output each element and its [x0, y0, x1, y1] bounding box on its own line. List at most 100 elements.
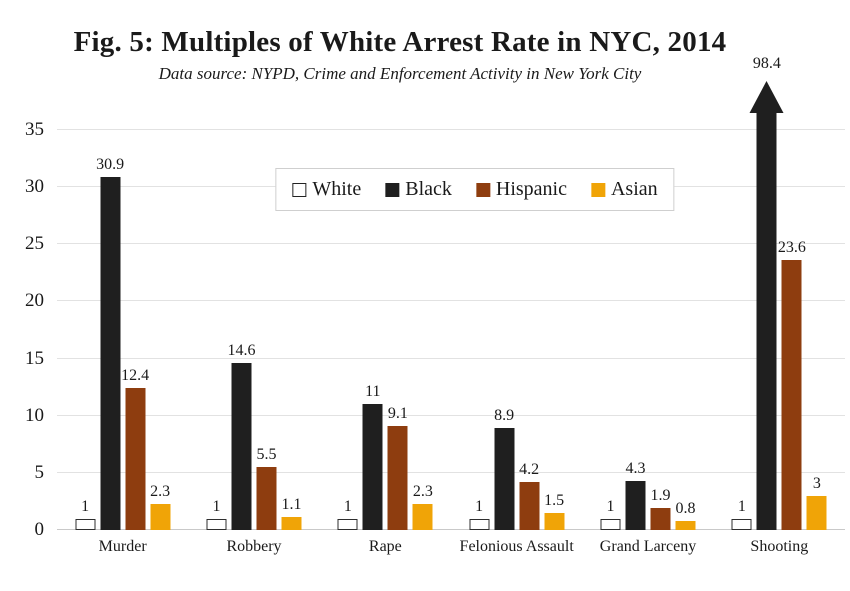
overflow-arrow-head [749, 81, 784, 113]
bar-value-label: 4.2 [519, 461, 540, 478]
bar-value-label: 1 [606, 498, 615, 515]
bar-rect [337, 519, 358, 530]
bar-rect [256, 467, 277, 530]
bar-white-grand-larceny: 1 [600, 498, 621, 530]
y-tick-label-25: 25 [25, 233, 44, 255]
bar-value-label: 3 [812, 475, 821, 492]
legend-label: Hispanic [495, 178, 567, 200]
bar-value-label: 8.9 [494, 407, 515, 424]
bar-rect [650, 508, 671, 530]
bar-value-label: 2.3 [150, 483, 171, 500]
bar-value-label: 4.3 [625, 460, 646, 477]
bar-rect [231, 363, 252, 530]
y-axis: 0 5 10 15 20 25 30 35 [0, 119, 45, 540]
legend-label: White [312, 178, 362, 200]
bar-rect [544, 513, 565, 530]
legend-marker-hispanic [475, 182, 490, 197]
bar-asian-shooting: 3 [806, 475, 827, 530]
legend-item-white: White [292, 178, 361, 201]
y-tick-label-15: 15 [25, 347, 44, 369]
bar-value-label: 1 [475, 498, 484, 515]
gridline-10 [57, 414, 845, 416]
bar-hispanic-rape: 9.1 [387, 405, 408, 530]
bar-rect [362, 404, 383, 530]
legend-label: Asian [610, 178, 658, 200]
bar-rect [731, 519, 752, 530]
bar-rect [469, 519, 490, 530]
gridline-25 [57, 243, 845, 245]
x-axis: Murder Robbery Rape Felonious Assault Grand … [57, 538, 845, 562]
bar-white-felonious-assault: 1 [469, 498, 490, 530]
bar-value-label: 30.9 [96, 156, 125, 173]
plot-area: White Black Hispanic Asian 1 30.9 12.4 2.3 1 14.… [57, 55, 845, 530]
gridline-15 [57, 357, 845, 359]
bar-group-robbery: 1 14.6 5.5 1.1 [206, 342, 302, 530]
bar-white-murder: 1 [75, 498, 96, 530]
bar-black-murder: 30.9 [96, 156, 124, 530]
bar-black-rape: 11 [362, 383, 383, 530]
bar-group-grand-larceny: 1 4.3 1.9 0.8 [600, 460, 696, 530]
bar-white-robbery: 1 [206, 498, 227, 530]
bar-asian-felonious-assault: 1.5 [544, 492, 565, 530]
bar-rect [281, 517, 302, 530]
bar-rect [625, 481, 646, 530]
bar-rect [675, 521, 696, 530]
x-category-label-murder: Murder [98, 538, 147, 555]
bar-value-label: 2.3 [412, 483, 433, 500]
legend: White Black Hispanic Asian [275, 168, 675, 211]
bar-rect [387, 426, 408, 530]
bar-white-shooting: 1 [731, 498, 752, 530]
bar-value-label: 1.9 [650, 487, 671, 504]
bar-black-felonious-assault: 8.9 [494, 407, 515, 530]
bar-value-label: 1 [737, 498, 746, 515]
gridline-5 [57, 471, 845, 473]
bar-hispanic-shooting: 23.6 [778, 239, 806, 530]
bar-group-felonious-assault: 1 8.9 4.2 1.5 [469, 407, 565, 530]
bar-value-label: 1 [212, 498, 221, 515]
bar-black-robbery: 14.6 [228, 342, 256, 530]
bar-value-label: 12.4 [121, 367, 150, 384]
overflow-arrow-shaft [756, 112, 777, 530]
bar-white-rape: 1 [337, 498, 358, 530]
bar-rect [206, 519, 227, 530]
bar-value-label: 1 [343, 498, 352, 515]
bar-hispanic-robbery: 5.5 [256, 446, 277, 530]
bar-rect [75, 519, 96, 530]
gridline-20 [57, 300, 845, 302]
bar-group-shooting: 1 98.4 23.6 3 [731, 55, 827, 530]
bar-asian-grand-larceny: 0.8 [675, 500, 696, 530]
x-category-label-felonious-assault: Felonious Assault [459, 538, 574, 555]
bar-rect [412, 504, 433, 530]
bar-rect [519, 482, 540, 530]
y-tick-label-30: 30 [25, 176, 44, 198]
y-tick-label-35: 35 [25, 119, 44, 140]
y-tick-label-5: 5 [34, 461, 45, 483]
bar-asian-rape: 2.3 [412, 483, 433, 530]
x-category-label-robbery: Robbery [226, 538, 282, 555]
gridline-35 [57, 129, 845, 130]
bar-value-label: 98.4 [752, 55, 781, 72]
bar-value-label: 14.6 [227, 342, 256, 359]
bar-rect [125, 388, 146, 530]
gridline-0 [57, 529, 845, 530]
bar-value-label: 9.1 [387, 405, 408, 422]
chart-title: Fig. 5: Multiples of White Arrest Rate i… [73, 26, 727, 58]
y-tick-label-0: 0 [34, 519, 45, 540]
x-category-label-rape: Rape [368, 538, 402, 555]
bar-value-label: 1.1 [281, 496, 302, 513]
bar-black-grand-larceny: 4.3 [625, 460, 646, 530]
chart-subtitle: Data source: NYPD, Crime and Enforcement… [158, 64, 642, 83]
bar-asian-murder: 2.3 [150, 483, 171, 530]
legend-marker-black [385, 182, 400, 197]
bar-hispanic-felonious-assault: 4.2 [519, 461, 540, 530]
legend-item-asian: Asian [590, 178, 658, 201]
bar-hispanic-grand-larceny: 1.9 [650, 487, 671, 530]
bar-hispanic-murder: 12.4 [121, 367, 149, 530]
legend-label: Black [405, 178, 452, 200]
bar-value-label: 23.6 [777, 239, 806, 256]
bar-group-murder: 1 30.9 12.4 2.3 [75, 156, 171, 530]
bar-rect [806, 496, 827, 530]
y-tick-label-20: 20 [25, 290, 44, 312]
bar-value-label: 11 [365, 383, 381, 400]
